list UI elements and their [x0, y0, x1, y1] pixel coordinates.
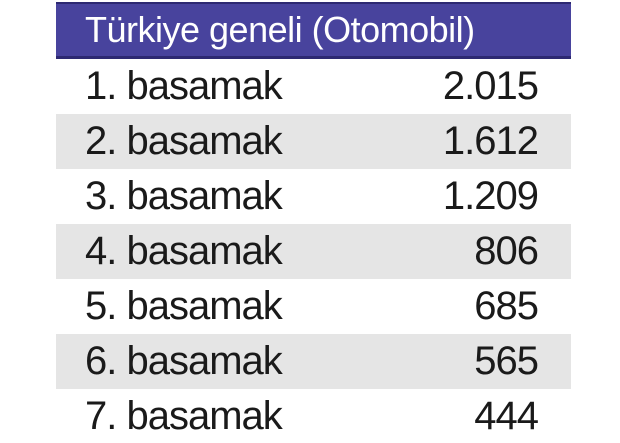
table-row: 6. basamak 565 — [56, 334, 571, 389]
row-label: 5. basamak — [85, 284, 283, 328]
row-label: 4. basamak — [85, 229, 283, 273]
table-row: 1. basamak 2.015 — [56, 59, 571, 114]
table-row: 5. basamak 685 — [56, 279, 571, 334]
table-header: Türkiye geneli (Otomobil) — [56, 2, 571, 59]
row-label: 1. basamak — [85, 64, 283, 108]
data-table: Türkiye geneli (Otomobil) 1. basamak 2.0… — [56, 2, 571, 443]
row-label: 2. basamak — [85, 119, 283, 163]
table-row: 2. basamak 1.612 — [56, 114, 571, 169]
row-label: 6. basamak — [85, 339, 283, 383]
row-value: 444 — [474, 394, 539, 438]
row-value: 2.015 — [442, 64, 539, 108]
table-body: 1. basamak 2.015 2. basamak 1.612 3. bas… — [56, 59, 571, 443]
row-value: 565 — [474, 339, 539, 383]
table-row: 4. basamak 806 — [56, 224, 571, 279]
row-label: 7. basamak — [85, 394, 283, 438]
table-title: Türkiye geneli (Otomobil) — [85, 9, 475, 50]
row-value: 685 — [474, 284, 539, 328]
row-label: 3. basamak — [85, 174, 283, 218]
row-value: 1.612 — [442, 119, 539, 163]
table-row: 7. basamak 444 — [56, 389, 571, 443]
row-value: 806 — [474, 229, 539, 273]
table-row: 3. basamak 1.209 — [56, 169, 571, 224]
row-value: 1.209 — [442, 174, 539, 218]
